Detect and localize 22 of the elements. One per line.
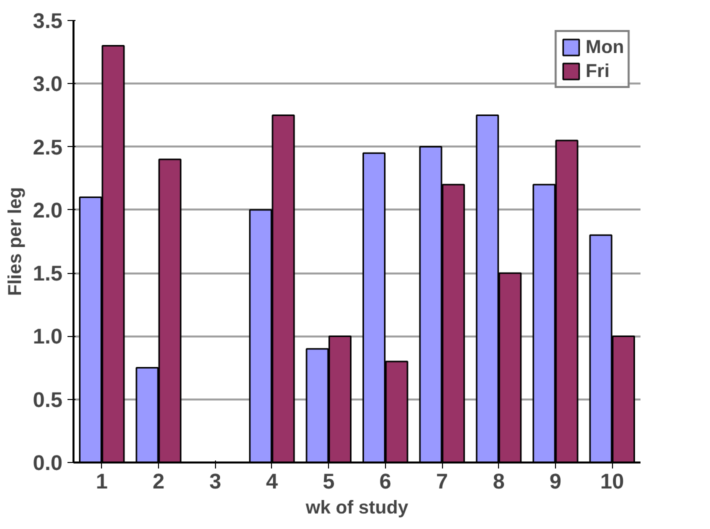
y-tick-label: 3.5 — [32, 9, 63, 33]
y-tick-label: 2.5 — [32, 135, 63, 160]
x-tick-label: 1 — [96, 470, 108, 494]
x-tick-label: 4 — [266, 470, 278, 494]
legend-label: Fri — [586, 60, 610, 82]
x-tick-label: 9 — [550, 470, 562, 494]
x-tick-label: 8 — [492, 470, 505, 494]
y-tick-label: 1.5 — [32, 262, 63, 286]
x-tick-label: 3 — [209, 470, 222, 494]
x-tick-label: 10 — [600, 470, 624, 494]
y-tick-label: 2.0 — [32, 198, 63, 222]
x-tick-label: 6 — [379, 470, 392, 494]
y-tick-label: 0.0 — [32, 451, 63, 475]
x-tick-label: 2 — [152, 470, 164, 494]
x-axis-title: wk of study — [304, 496, 409, 518]
y-tick-label: 1.0 — [32, 324, 63, 349]
x-tick-label: 5 — [322, 470, 335, 494]
legend-label: Mon — [586, 36, 624, 58]
x-tick-label: 7 — [436, 470, 448, 494]
y-tick-label: 0.5 — [32, 388, 63, 412]
y-tick-label: 3.0 — [32, 72, 63, 96]
y-axis-title: Flies per leg — [4, 187, 25, 296]
